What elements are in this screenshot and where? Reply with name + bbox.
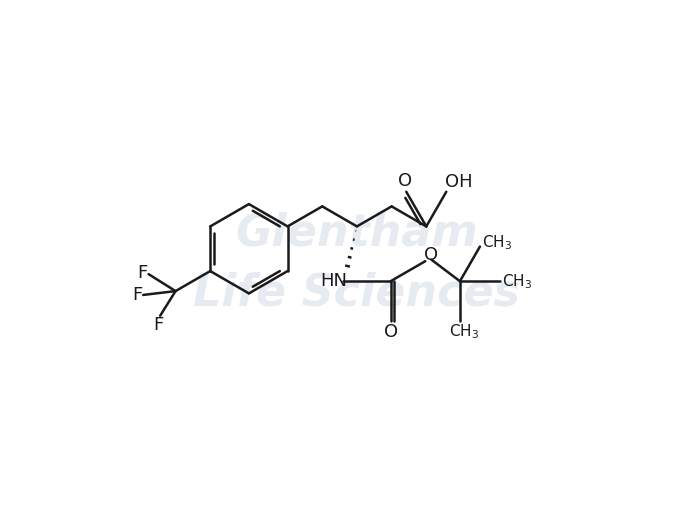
Text: O: O [383, 323, 397, 341]
Text: F: F [137, 264, 148, 282]
Text: F: F [154, 316, 164, 334]
Text: O: O [424, 246, 438, 264]
Text: Glentham
Life Sciences: Glentham Life Sciences [193, 211, 520, 314]
Text: HN: HN [321, 272, 348, 290]
Text: F: F [132, 286, 142, 304]
Text: OH: OH [445, 174, 473, 191]
Text: O: O [398, 172, 413, 190]
Text: CH$_3$: CH$_3$ [449, 323, 479, 342]
Text: CH$_3$: CH$_3$ [502, 272, 532, 291]
Text: CH$_3$: CH$_3$ [482, 233, 512, 252]
